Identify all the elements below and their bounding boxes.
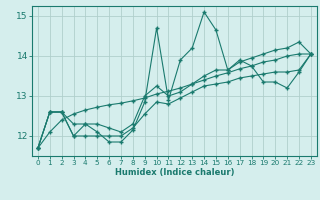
X-axis label: Humidex (Indice chaleur): Humidex (Indice chaleur) <box>115 168 234 177</box>
